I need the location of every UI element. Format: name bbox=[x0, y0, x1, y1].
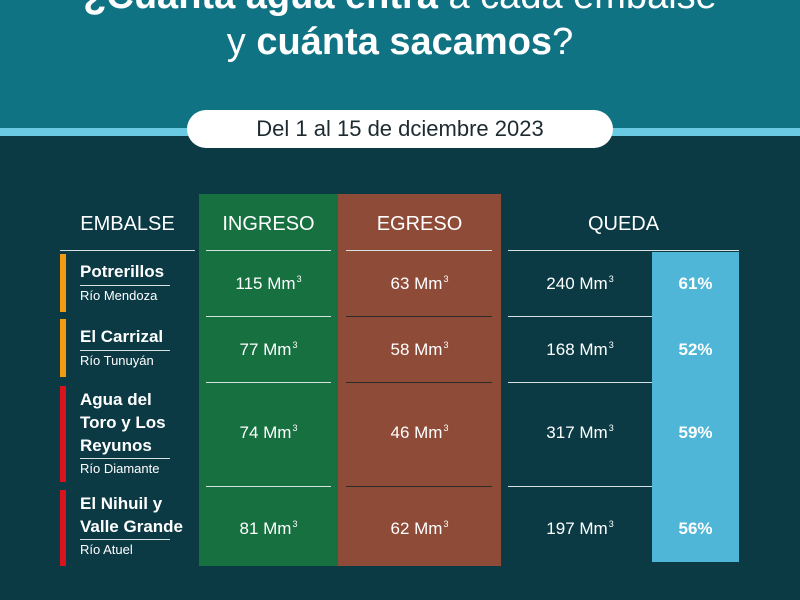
header-divider-egreso bbox=[346, 250, 492, 251]
column-header-queda: QUEDA bbox=[587, 213, 660, 235]
percent-value: 61% bbox=[678, 274, 713, 293]
period-badge: Del 1 al 15 de dciembre 2023 bbox=[187, 110, 613, 148]
queda-value: 197 Mm3 bbox=[546, 519, 614, 538]
row-divider bbox=[206, 316, 331, 317]
egreso-value: 62 Mm3 bbox=[390, 519, 449, 538]
status-bar bbox=[60, 490, 66, 566]
reservoir-el-nihuil: El Nihuil y Valle Grande Río Atuel bbox=[60, 490, 200, 566]
ingreso-value: 81 Mm3 bbox=[239, 519, 298, 538]
name-underline bbox=[80, 350, 170, 351]
column-header-embalse: EMBALSE bbox=[80, 213, 175, 235]
row-divider bbox=[346, 382, 492, 383]
status-bar bbox=[60, 386, 66, 482]
percent-value: 56% bbox=[678, 519, 713, 538]
percent-value: 59% bbox=[678, 423, 713, 442]
column-header-ingreso: INGRESO bbox=[222, 213, 315, 235]
row-divider bbox=[508, 486, 652, 487]
egreso-value: 46 Mm3 bbox=[390, 423, 449, 442]
page-title-line-1: ¿Cuánta agua entra a cada embalse bbox=[0, 0, 800, 18]
queda-value: 317 Mm3 bbox=[546, 423, 614, 442]
column-header-egreso: EGRESO bbox=[376, 213, 463, 235]
reservoir-name-line: Reyunos bbox=[80, 436, 152, 455]
row-divider bbox=[346, 316, 492, 317]
percent-column-background bbox=[652, 252, 739, 562]
row-divider bbox=[508, 382, 652, 383]
queda-value: 168 Mm3 bbox=[546, 340, 614, 359]
page-title-line-2: y cuánta sacamos? bbox=[226, 21, 574, 63]
percent-value: 52% bbox=[678, 340, 713, 359]
reservoir-el-carrizal: El Carrizal Río Tunuyán bbox=[60, 319, 200, 379]
ingreso-value: 77 Mm3 bbox=[239, 340, 298, 359]
ingreso-value: 115 Mm3 bbox=[235, 274, 302, 293]
reservoir-river: Río Tunuyán bbox=[80, 353, 154, 368]
name-underline bbox=[80, 458, 170, 459]
status-bar bbox=[60, 319, 66, 377]
name-underline bbox=[80, 285, 170, 286]
reservoir-name-line: Agua del bbox=[80, 390, 152, 409]
reservoir-name: El Carrizal bbox=[80, 327, 164, 346]
reservoir-name-line: Valle Grande bbox=[80, 517, 183, 536]
egreso-value: 63 Mm3 bbox=[390, 274, 449, 293]
reservoir-name: Potrerillos bbox=[80, 262, 165, 281]
row-divider bbox=[206, 486, 331, 487]
egreso-column-background bbox=[338, 194, 501, 566]
reservoir-name-line: Toro y Los bbox=[80, 413, 166, 432]
ingreso-column-background bbox=[199, 194, 338, 566]
row-divider bbox=[508, 316, 652, 317]
reservoir-river: Río Mendoza bbox=[80, 288, 158, 303]
ingreso-value: 74 Mm3 bbox=[239, 423, 298, 442]
header-banner bbox=[0, 0, 800, 128]
reservoir-river: Río Diamante bbox=[80, 461, 160, 476]
row-divider bbox=[346, 486, 492, 487]
egreso-value: 58 Mm3 bbox=[390, 340, 449, 359]
status-bar bbox=[60, 254, 66, 312]
reservoir-potrerillos: Potrerillos Río Mendoza bbox=[60, 254, 200, 314]
reservoir-name-line: El Nihuil y bbox=[80, 494, 163, 513]
header-divider-embalse bbox=[60, 250, 195, 251]
header-divider-ingreso bbox=[206, 250, 331, 251]
row-divider bbox=[206, 382, 331, 383]
queda-value: 240 Mm3 bbox=[546, 274, 614, 293]
reservoir-agua-del-toro: Agua del Toro y Los Reyunos Río Diamante bbox=[60, 386, 200, 482]
name-underline bbox=[80, 539, 170, 540]
header-divider-queda bbox=[508, 250, 739, 251]
reservoir-river: Río Atuel bbox=[80, 542, 133, 557]
